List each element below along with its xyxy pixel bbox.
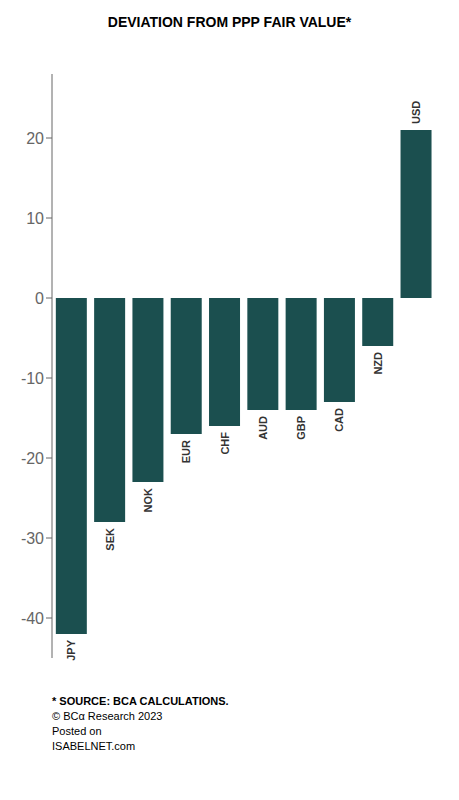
svg-text:SEK: SEK: [104, 528, 116, 551]
html-text:© BCα Research 2023: © BCα Research 2023: [52, 710, 163, 722]
svg-text:0: 0: [35, 290, 44, 307]
svg-text:20: 20: [26, 130, 44, 147]
svg-text:NOK: NOK: [142, 488, 154, 513]
svg-text:GBP: GBP: [295, 416, 307, 440]
svg-text:USD: USD: [410, 101, 422, 124]
svg-text:-40: -40: [21, 610, 44, 627]
svg-text:CAD: CAD: [333, 408, 345, 432]
svg-text:JPY: JPY: [65, 639, 77, 660]
svg-text:-30: -30: [21, 530, 44, 547]
svg-text:CHF: CHF: [219, 432, 231, 455]
html-text:Posted on: Posted on: [52, 725, 102, 737]
html-text:* SOURCE: BCA CALCULATIONS.: * SOURCE: BCA CALCULATIONS.: [52, 695, 229, 707]
svg-text:-10: -10: [21, 370, 44, 387]
svg-text:10: 10: [26, 210, 44, 227]
svg-text:NZD: NZD: [372, 352, 384, 375]
html-text:DEVIATION FROM PPP FAIR VALUE*: DEVIATION FROM PPP FAIR VALUE*: [107, 14, 352, 30]
html-text:ISABELNET.com: ISABELNET.com: [52, 740, 136, 752]
svg-text:EUR: EUR: [180, 440, 192, 463]
svg-text:-20: -20: [21, 450, 44, 467]
svg-text:AUD: AUD: [257, 416, 269, 440]
